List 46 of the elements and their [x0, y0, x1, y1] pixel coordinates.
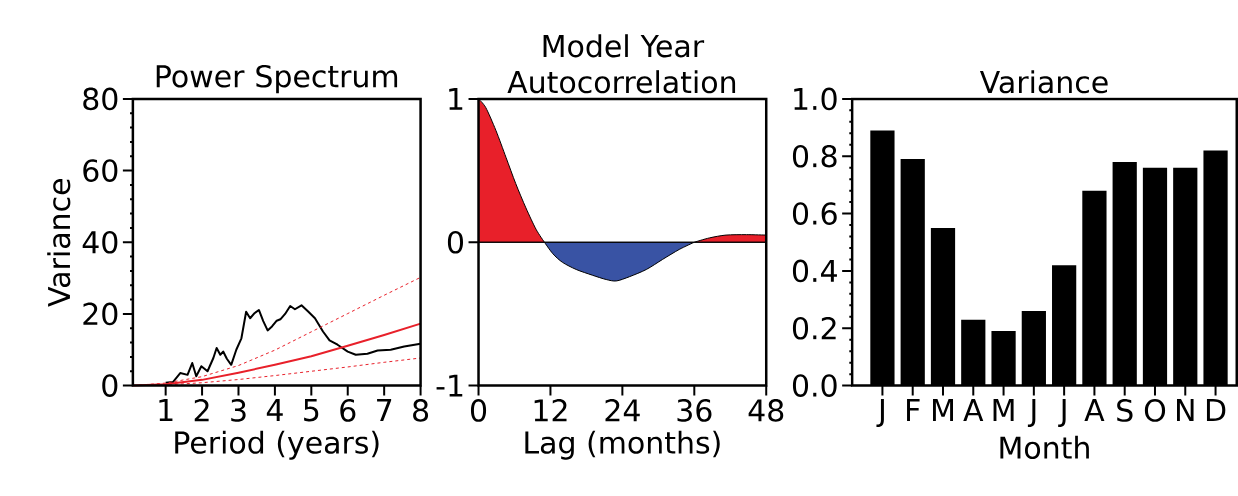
y-tick-label: 40: [82, 230, 118, 254]
x-tick-label: J: [1058, 398, 1066, 427]
y-tick-label: 0.0: [792, 374, 837, 397]
x-tick-label: 4: [266, 398, 283, 421]
x-tick-label: 24: [605, 398, 640, 422]
x-tick-label: 7: [377, 398, 392, 421]
y-tick-label: 1: [449, 87, 463, 110]
y-tick-label: 0: [102, 374, 118, 397]
y-tick-label: 0.8: [792, 144, 837, 168]
x-tick-label: 1: [159, 398, 173, 421]
y-tick-label: 0.4: [792, 259, 837, 283]
x-tick-label: O: [1144, 398, 1166, 422]
x-tick-label: 6: [340, 398, 356, 422]
x-tick-label: 36: [677, 398, 712, 422]
x-tick-label: 0: [470, 398, 487, 422]
y-tick-label: 0: [447, 230, 464, 254]
x-tick-label: M: [993, 398, 1014, 421]
x-tick-label: 12: [534, 398, 567, 422]
y-tick-label: 0.2: [792, 316, 836, 340]
x-tick-label: N: [1177, 398, 1194, 421]
x-tick-label: M: [933, 398, 954, 421]
chart-title: Power Spectrum: [156, 64, 398, 94]
x-tick-label: A: [1084, 398, 1105, 421]
y-tick-label: 20: [83, 302, 118, 326]
x-tick-label: F: [907, 398, 920, 421]
x-axis-title: Month: [1000, 435, 1089, 459]
x-tick-label: D: [1206, 398, 1226, 421]
chart-title: Model Year Autocorrelation: [507, 33, 736, 94]
x-tick-label: 2: [194, 398, 209, 422]
x-axis-title: Period (years): [175, 430, 379, 460]
y-axis-title: Variance: [47, 178, 71, 307]
x-tick-label: 3: [231, 398, 246, 422]
x-axis-title: Lag (months): [525, 430, 720, 460]
x-tick-label: 5: [304, 398, 319, 422]
x-tick-label: J: [1027, 398, 1036, 427]
x-tick-label: J: [876, 398, 884, 427]
x-tick-label: A: [963, 398, 984, 421]
chart-title: Variance: [979, 69, 1108, 94]
y-tick-label: -1: [436, 374, 463, 397]
y-tick-label: 80: [83, 87, 118, 110]
y-tick-label: 60: [83, 159, 118, 182]
x-tick-label: S: [1117, 398, 1133, 422]
x-tick-label: 48: [748, 398, 784, 422]
y-tick-label: 0.6: [792, 202, 837, 225]
y-tick-label: 1.0: [794, 87, 837, 110]
x-tick-label: 8: [413, 398, 429, 422]
